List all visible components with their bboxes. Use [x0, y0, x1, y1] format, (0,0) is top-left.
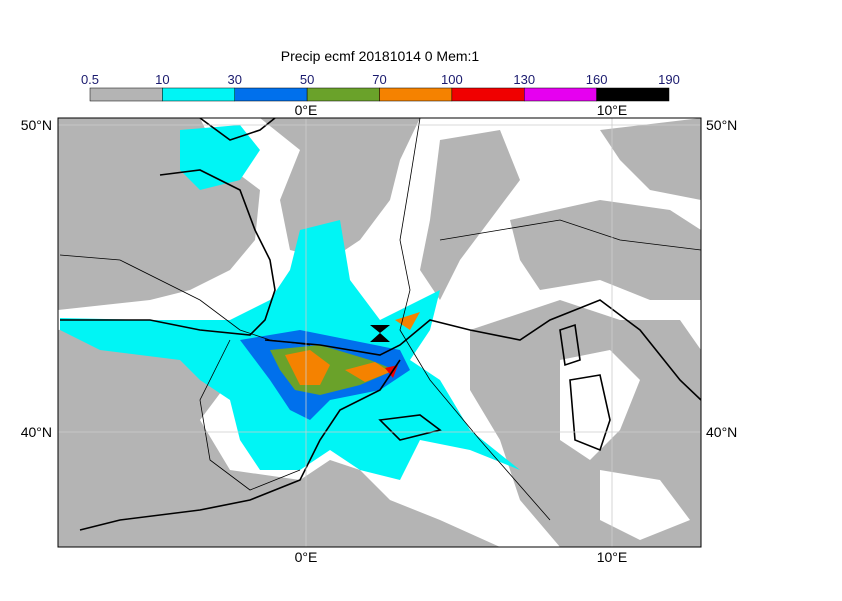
map-frame	[57, 117, 702, 548]
lat-label: 50°N	[706, 117, 737, 133]
colorbar-label: 160	[586, 72, 608, 87]
lat-label: 50°N	[21, 117, 52, 133]
lon-label: 10°E	[597, 102, 628, 118]
colorbar-segment	[451, 87, 525, 102]
colorbar-label: 0.5	[81, 72, 99, 87]
lon-label: 0°E	[295, 102, 318, 118]
lon-label: 10°E	[597, 549, 628, 565]
colorbar-segment	[379, 87, 453, 102]
colorbar: 0.5 10 30 50 70 100 130 160 190	[81, 72, 680, 102]
lat-label: 40°N	[706, 424, 737, 440]
title: Precip ecmf 20181014 0 Mem:1	[281, 48, 480, 64]
colorbar-label: 10	[155, 72, 169, 87]
colorbar-segment	[306, 87, 380, 102]
colorbar-segment	[234, 87, 308, 102]
lon-label: 0°E	[295, 549, 318, 565]
colorbar-segment	[596, 87, 670, 102]
colorbar-label: 50	[300, 72, 314, 87]
colorbar-label: 130	[513, 72, 535, 87]
colorbar-label: 190	[658, 72, 680, 87]
colorbar-segment	[162, 87, 235, 102]
colorbar-segment	[524, 87, 597, 102]
colorbar-segment	[89, 87, 163, 102]
map-area	[58, 118, 701, 547]
colorbar-label: 30	[228, 72, 242, 87]
lat-label: 40°N	[21, 424, 52, 440]
colorbar-label: 70	[372, 72, 386, 87]
colorbar-label: 100	[441, 72, 463, 87]
